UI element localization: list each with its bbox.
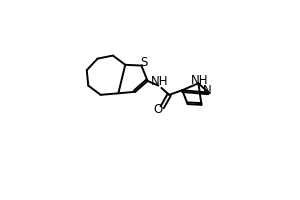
Text: NH: NH <box>191 74 209 87</box>
Text: O: O <box>153 103 163 116</box>
Text: N: N <box>203 84 212 97</box>
Text: S: S <box>140 56 147 69</box>
Text: NH: NH <box>151 75 169 88</box>
